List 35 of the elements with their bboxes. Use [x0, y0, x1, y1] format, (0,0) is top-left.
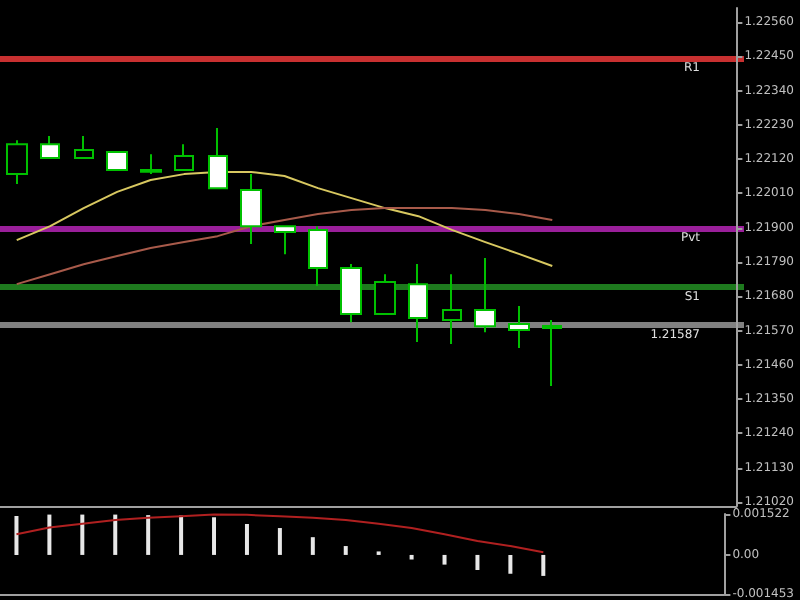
- bar: [541, 554, 546, 576]
- candlestick: [374, 273, 396, 316]
- candlestick: [74, 135, 94, 159]
- bar: [310, 537, 315, 555]
- candlestick: [106, 150, 128, 172]
- candlestick: [140, 153, 162, 176]
- bar: [343, 546, 348, 555]
- bar: [244, 524, 249, 555]
- bar: [442, 554, 447, 565]
- bar: [475, 554, 480, 570]
- candlestick: [340, 262, 362, 324]
- candlestick: [408, 262, 428, 344]
- bar: [47, 514, 52, 555]
- line-series: [15, 170, 554, 268]
- candlestick: [442, 273, 462, 345]
- candlestick: [174, 143, 194, 172]
- bar: [146, 515, 151, 555]
- bar: [113, 514, 118, 555]
- candlestick: [240, 173, 262, 245]
- candlestick: [208, 126, 228, 190]
- candlestick: [308, 225, 328, 288]
- line-series: [15, 207, 554, 286]
- candlestick: [542, 318, 562, 388]
- bar: [508, 554, 513, 574]
- bar: [277, 528, 282, 555]
- line-series: [15, 513, 545, 554]
- bar: [179, 515, 184, 555]
- candlestick: [508, 304, 530, 350]
- bar: [80, 514, 85, 555]
- bar: [14, 515, 19, 555]
- candlestick: [6, 139, 28, 186]
- candlestick: [274, 225, 296, 256]
- candlestick: [474, 256, 496, 334]
- bar: [212, 517, 217, 555]
- candlestick: [40, 135, 60, 159]
